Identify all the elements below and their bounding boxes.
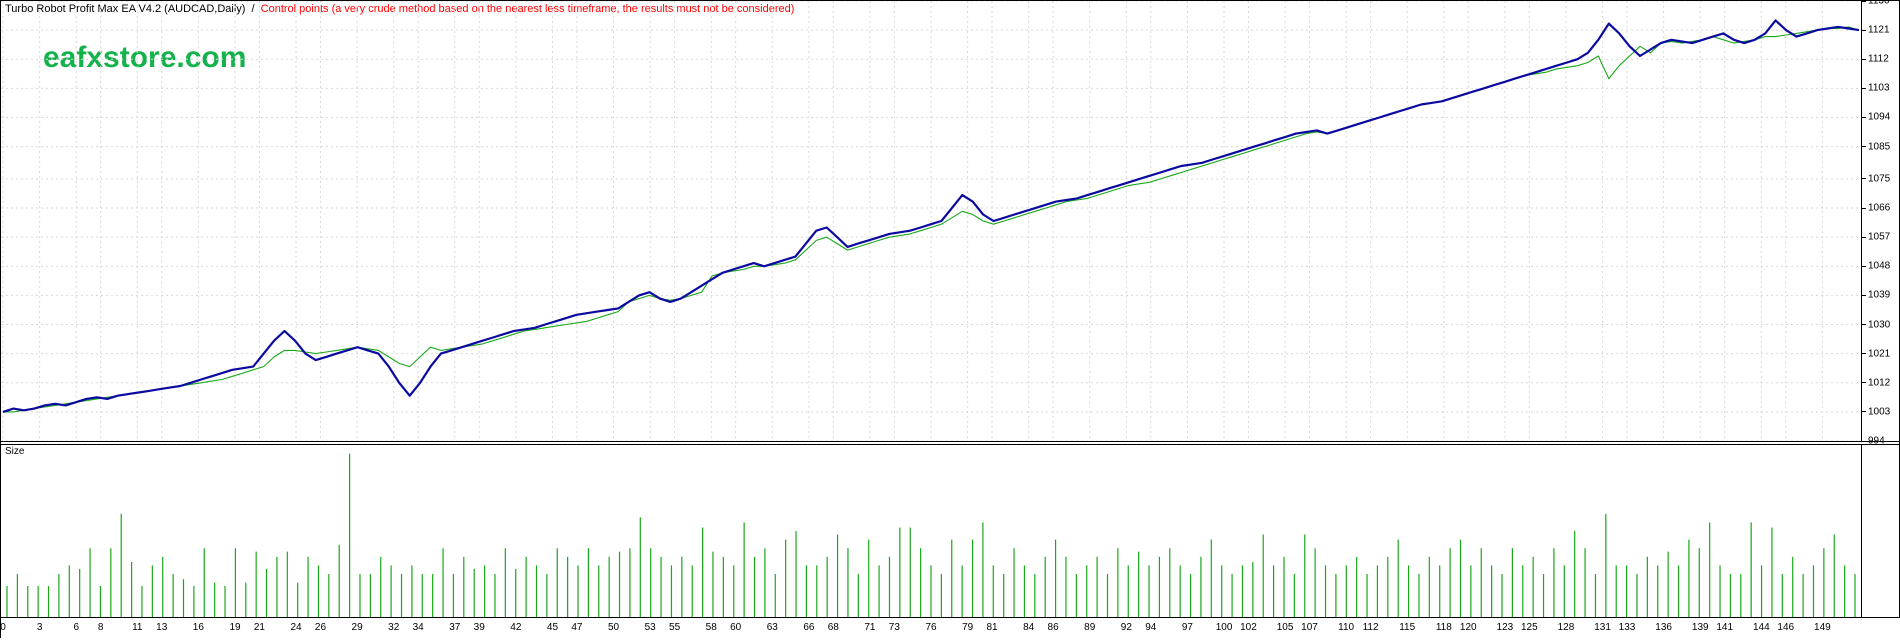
y-tick-label: 1048: [1868, 261, 1890, 272]
x-tick-label: 34: [413, 622, 424, 633]
y-tick-label: 1066: [1868, 203, 1890, 214]
x-tick-label: 58: [706, 622, 717, 633]
y-tick-label: 1057: [1868, 232, 1890, 243]
x-tick-label: 39: [474, 622, 485, 633]
x-tick-label: 128: [1558, 622, 1575, 633]
x-tick-label: 60: [730, 622, 741, 633]
x-tick-label: 42: [510, 622, 521, 633]
x-tick-label: 86: [1048, 622, 1059, 633]
y-tick-label: 1030: [1868, 319, 1890, 330]
x-tick-label: 100: [1216, 622, 1233, 633]
x-tick-label: 13: [156, 622, 167, 633]
x-tick-label: 71: [864, 622, 875, 633]
x-tick-label: 53: [645, 622, 656, 633]
y-tick-label: 1012: [1868, 377, 1890, 388]
x-tick-label: 24: [290, 622, 301, 633]
x-tick-label: 73: [889, 622, 900, 633]
x-tick-label: 112: [1363, 622, 1379, 633]
x-tick-label: 118: [1436, 622, 1452, 633]
x-tick-label: 92: [1121, 622, 1132, 633]
x-tick-label: 6: [73, 622, 79, 633]
equity-chart-svg: [1, 1, 1861, 441]
x-tick-label: 0: [0, 622, 6, 633]
y-tick-label: 1021: [1868, 348, 1890, 359]
x-tick-label: 125: [1521, 622, 1538, 633]
y-tick-label: 1121: [1868, 25, 1890, 36]
x-tick-label: 47: [571, 622, 582, 633]
x-tick-label: 105: [1277, 622, 1294, 633]
x-tick-label: 144: [1753, 622, 1770, 633]
x-tick-label: 11: [132, 622, 142, 633]
x-tick-label: 102: [1240, 622, 1257, 633]
x-tick-label: 19: [229, 622, 240, 633]
x-tick-label: 149: [1814, 622, 1831, 633]
x-tick-label: 107: [1301, 622, 1318, 633]
x-tick-label: 32: [388, 622, 399, 633]
y-tick-label: 1039: [1868, 290, 1890, 301]
x-tick-label: 63: [767, 622, 778, 633]
y-axis: 9941003101210211030103910481057106610751…: [1861, 1, 1900, 441]
y-tick-label: 1103: [1868, 83, 1890, 94]
x-tick-label: 141: [1716, 622, 1733, 633]
x-tick-label: 3: [37, 622, 43, 633]
x-tick-label: 120: [1460, 622, 1477, 633]
y-tick-label: 1130: [1868, 0, 1890, 7]
x-tick-label: 89: [1084, 622, 1095, 633]
x-tick-label: 110: [1338, 622, 1354, 633]
y-tick-label: 1112: [1868, 54, 1889, 65]
x-tick-label: 8: [98, 622, 104, 633]
x-tick-label: 16: [193, 622, 204, 633]
equity-chart: [1, 1, 1861, 441]
x-tick-label: 45: [547, 622, 558, 633]
x-tick-label: 115: [1399, 622, 1415, 633]
x-tick-label: 81: [986, 622, 997, 633]
x-tick-label: 76: [925, 622, 936, 633]
x-tick-label: 50: [608, 622, 619, 633]
x-tick-label: 139: [1692, 622, 1709, 633]
x-tick-label: 29: [352, 622, 363, 633]
x-axis: 0368111316192124262932343739424547505355…: [1, 617, 1900, 640]
y-tick-label: 1003: [1868, 406, 1890, 417]
size-chart-svg: [1, 445, 1861, 617]
x-tick-label: 123: [1497, 622, 1514, 633]
x-tick-label: 55: [669, 622, 680, 633]
x-tick-label: 131: [1594, 622, 1611, 633]
chart-frame: Turbo Robot Profit Max EA V4.2 (AUDCAD,D…: [0, 0, 1900, 638]
chart-divider: [1, 441, 1900, 442]
lower-y-border: [1861, 444, 1862, 619]
x-tick-label: 97: [1182, 622, 1193, 633]
y-tick-label: 1085: [1868, 141, 1890, 152]
x-tick-label: 94: [1145, 622, 1156, 633]
x-tick-label: 146: [1777, 622, 1794, 633]
x-tick-label: 26: [315, 622, 326, 633]
x-tick-label: 136: [1655, 622, 1672, 633]
x-tick-label: 133: [1619, 622, 1636, 633]
x-tick-label: 21: [254, 622, 265, 633]
x-tick-label: 84: [1023, 622, 1034, 633]
x-tick-label: 37: [449, 622, 460, 633]
y-tick-label: 1094: [1868, 112, 1890, 123]
x-tick-label: 66: [803, 622, 814, 633]
x-tick-label: 68: [828, 622, 839, 633]
y-tick-label: 1075: [1868, 173, 1890, 184]
x-tick-label: 79: [962, 622, 973, 633]
size-chart: [1, 445, 1861, 617]
